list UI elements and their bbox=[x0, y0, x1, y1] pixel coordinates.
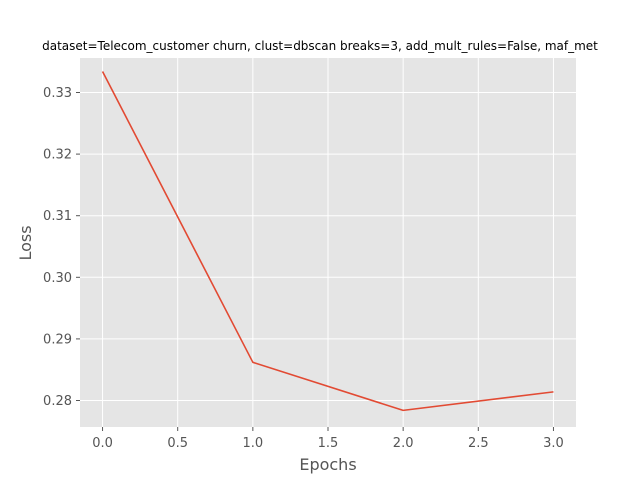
x-axis-label: Epochs bbox=[299, 455, 356, 474]
loss-series-line bbox=[101, 71, 554, 412]
y-axis-label: Loss bbox=[16, 225, 35, 260]
grid-lines bbox=[80, 58, 576, 427]
axis-ticks: 0.0 0.5 1.0 1.5 2.0 2.5 3.0 0.28 0.29 0.30 0.31 0.3… bbox=[43, 86, 564, 451]
y-tick-label: 0.33 bbox=[43, 86, 72, 101]
y-tick-label: 0.32 bbox=[43, 148, 72, 163]
x-tick-label: 2.0 bbox=[393, 436, 414, 451]
y-tick-label: 0.30 bbox=[43, 271, 72, 286]
x-tick-label: 0.0 bbox=[92, 436, 113, 451]
x-tick-label: 1.5 bbox=[318, 436, 339, 451]
x-tick-label: 1.0 bbox=[243, 436, 264, 451]
y-tick-label: 0.28 bbox=[43, 394, 72, 409]
chart-title: dataset=Telecom_customer churn, clust=db… bbox=[42, 39, 598, 53]
x-tick-label: 3.0 bbox=[543, 436, 564, 451]
y-tick-label: 0.31 bbox=[43, 209, 72, 224]
series-layer bbox=[101, 71, 554, 412]
x-tick-label: 2.5 bbox=[468, 436, 489, 451]
y-tick-label: 0.29 bbox=[43, 332, 72, 347]
x-tick-label: 0.5 bbox=[167, 436, 188, 451]
